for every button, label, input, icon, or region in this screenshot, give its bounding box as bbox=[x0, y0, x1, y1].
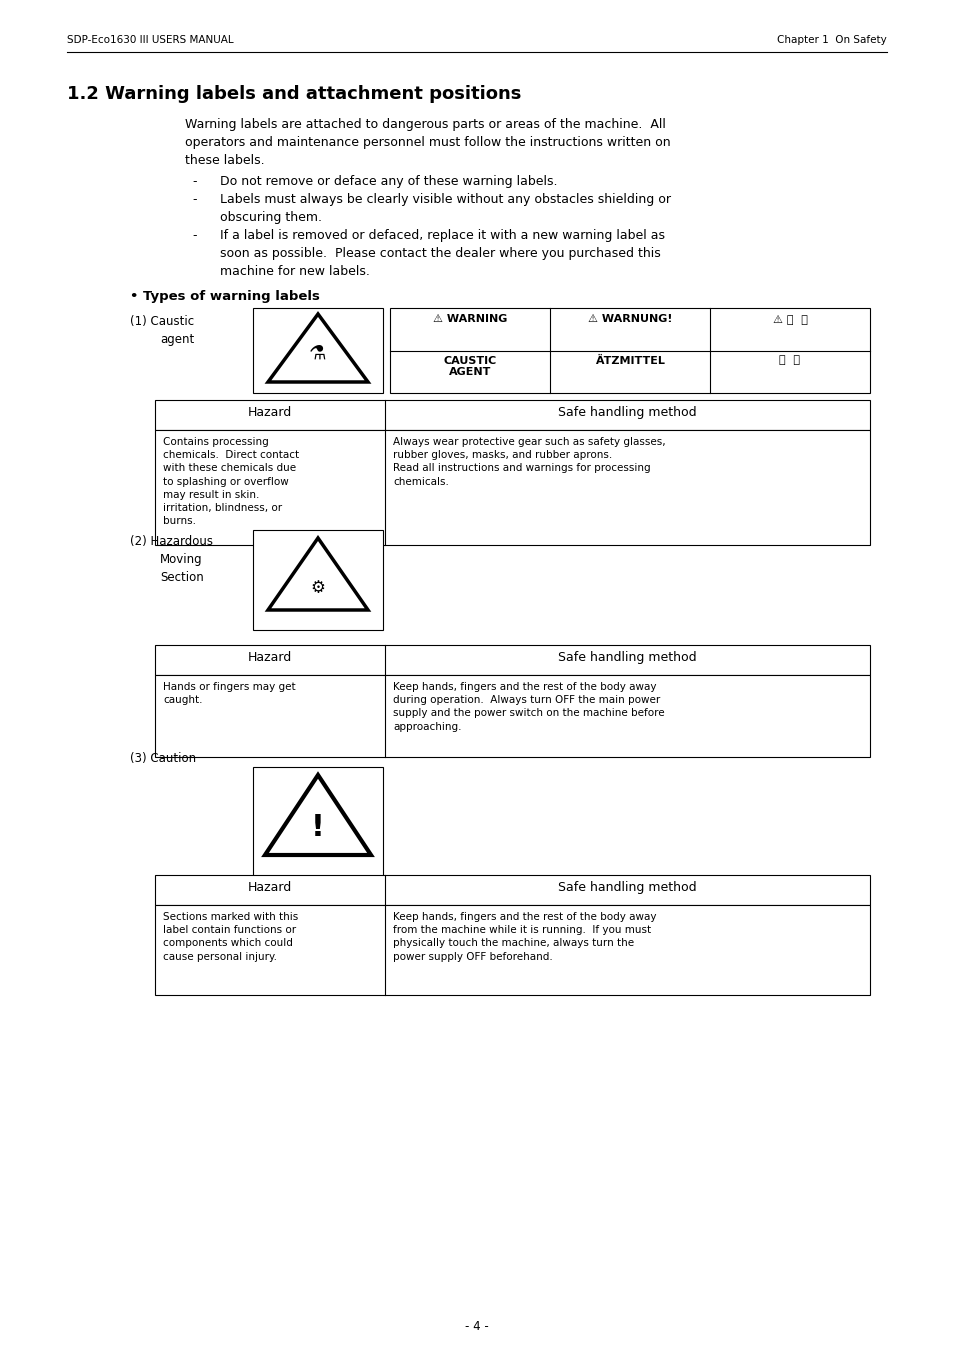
Text: !: ! bbox=[311, 812, 325, 842]
Text: 腐  食: 腐 食 bbox=[779, 355, 800, 366]
Bar bbox=[154, 676, 869, 757]
Text: Contains processing
chemicals.  Direct contact
with these chemicals due
to splas: Contains processing chemicals. Direct co… bbox=[163, 436, 299, 526]
Bar bbox=[154, 905, 869, 994]
Text: agent: agent bbox=[160, 332, 194, 346]
Text: Sections marked with this
label contain functions or
components which could
caus: Sections marked with this label contain … bbox=[163, 912, 298, 962]
Text: Warning labels are attached to dangerous parts or areas of the machine.  All: Warning labels are attached to dangerous… bbox=[185, 118, 665, 131]
Text: ÄTZMITTEL: ÄTZMITTEL bbox=[595, 355, 663, 366]
Text: -: - bbox=[192, 193, 196, 205]
Text: Safe handling method: Safe handling method bbox=[558, 407, 696, 419]
Text: (2) Hazardous: (2) Hazardous bbox=[130, 535, 213, 549]
Text: (1) Caustic: (1) Caustic bbox=[130, 315, 193, 328]
Text: 1.2 Warning labels and attachment positions: 1.2 Warning labels and attachment positi… bbox=[67, 85, 521, 103]
Bar bbox=[253, 308, 382, 393]
Text: ⚙: ⚙ bbox=[311, 580, 325, 597]
Text: If a label is removed or defaced, replace it with a new warning label as: If a label is removed or defaced, replac… bbox=[220, 230, 664, 242]
Text: (3) Caution: (3) Caution bbox=[130, 753, 196, 765]
Text: ⚗: ⚗ bbox=[309, 343, 327, 362]
Text: Safe handling method: Safe handling method bbox=[558, 651, 696, 663]
Bar bbox=[154, 644, 869, 676]
Bar bbox=[154, 875, 869, 905]
Text: Hazard: Hazard bbox=[248, 881, 292, 894]
Text: Keep hands, fingers and the rest of the body away
from the machine while it is r: Keep hands, fingers and the rest of the … bbox=[393, 912, 656, 962]
Text: - 4 -: - 4 - bbox=[465, 1320, 488, 1333]
Text: Labels must always be clearly visible without any obstacles shielding or: Labels must always be clearly visible wi… bbox=[220, 193, 670, 205]
Text: operators and maintenance personnel must follow the instructions written on: operators and maintenance personnel must… bbox=[185, 136, 670, 149]
Text: ⚠ WARNING: ⚠ WARNING bbox=[433, 313, 507, 324]
Text: Safe handling method: Safe handling method bbox=[558, 881, 696, 894]
Text: ⚠ WARNUNG!: ⚠ WARNUNG! bbox=[587, 313, 672, 324]
Text: soon as possible.  Please contact the dealer where you purchased this: soon as possible. Please contact the dea… bbox=[220, 247, 660, 259]
Text: Moving: Moving bbox=[160, 553, 202, 566]
Text: Hazard: Hazard bbox=[248, 651, 292, 663]
Text: Chapter 1  On Safety: Chapter 1 On Safety bbox=[777, 35, 886, 45]
Text: Do not remove or deface any of these warning labels.: Do not remove or deface any of these war… bbox=[220, 176, 557, 188]
Bar bbox=[154, 400, 869, 430]
Text: Always wear protective gear such as safety glasses,
rubber gloves, masks, and ru: Always wear protective gear such as safe… bbox=[393, 436, 665, 486]
Text: Hazard: Hazard bbox=[248, 407, 292, 419]
Text: these labels.: these labels. bbox=[185, 154, 264, 168]
Bar bbox=[253, 767, 382, 877]
Bar bbox=[154, 430, 869, 544]
Text: SDP-Eco1630 III USERS MANUAL: SDP-Eco1630 III USERS MANUAL bbox=[67, 35, 233, 45]
Text: ⚠ 警  告: ⚠ 警 告 bbox=[772, 313, 806, 324]
Text: -: - bbox=[192, 230, 196, 242]
Text: • Types of warning labels: • Types of warning labels bbox=[130, 290, 319, 303]
Text: CAUSTIC
AGENT: CAUSTIC AGENT bbox=[443, 355, 497, 377]
Text: Section: Section bbox=[160, 571, 204, 584]
Bar bbox=[390, 308, 869, 393]
Bar bbox=[253, 530, 382, 630]
Text: machine for new labels.: machine for new labels. bbox=[220, 265, 370, 278]
Text: obscuring them.: obscuring them. bbox=[220, 211, 322, 224]
Text: Keep hands, fingers and the rest of the body away
during operation.  Always turn: Keep hands, fingers and the rest of the … bbox=[393, 682, 664, 732]
Text: Hands or fingers may get
caught.: Hands or fingers may get caught. bbox=[163, 682, 295, 705]
Text: -: - bbox=[192, 176, 196, 188]
